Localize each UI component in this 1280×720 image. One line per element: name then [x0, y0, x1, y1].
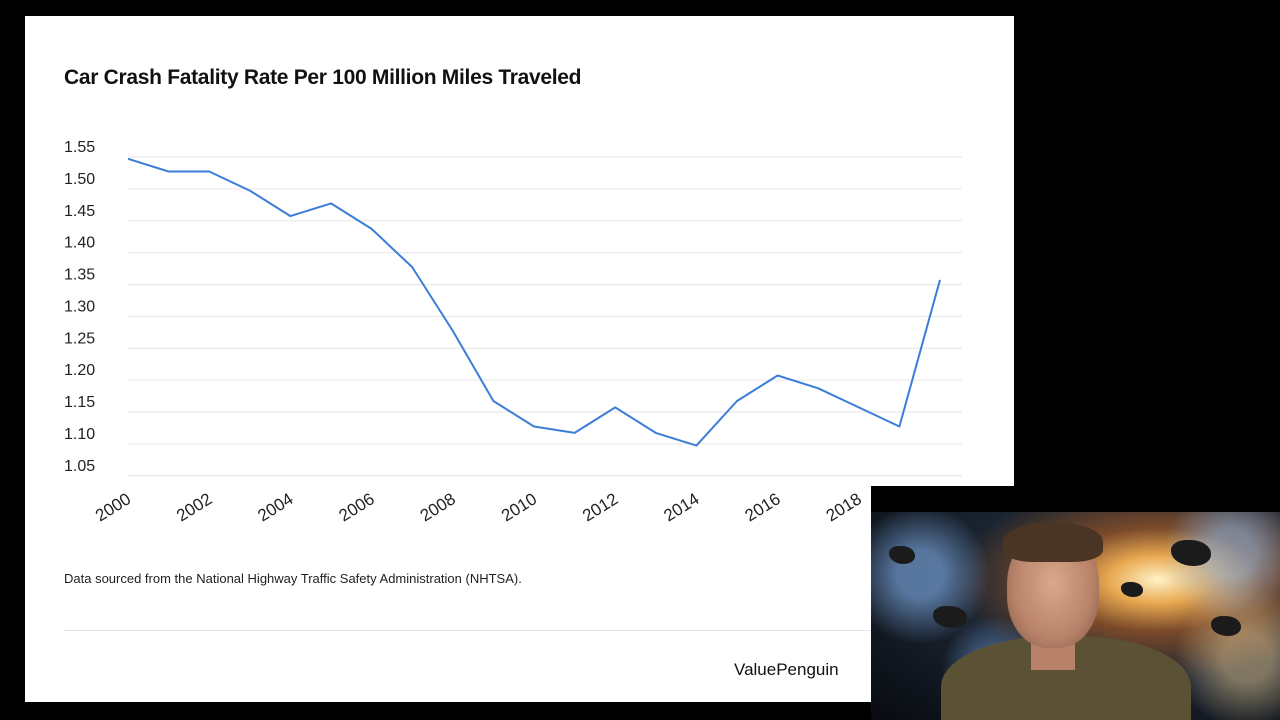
source-note: Data sourced from the National Highway T…: [64, 571, 522, 586]
y-axis-ticks: 1.05 1.10 1.15 1.20 1.25 1.30 1.35 1.40 1.45 1.50…: [64, 139, 95, 475]
x-tick-label: 2006: [336, 489, 378, 525]
y-tick-label: 1.55: [64, 139, 95, 156]
x-tick-label: 2014: [660, 489, 702, 525]
asteroid: [1211, 616, 1241, 636]
x-tick-label: 2004: [254, 489, 296, 525]
y-tick-label: 1.20: [64, 362, 95, 379]
brand-logo-text: ValuePenguin: [734, 660, 839, 679]
footer-divider: [64, 630, 964, 631]
asteroid: [889, 546, 915, 564]
y-tick-label: 1.10: [64, 426, 95, 443]
line-chart: 1.05 1.10 1.15 1.20 1.25 1.30 1.35 1.40 1.45 1.50…: [64, 139, 962, 525]
series-line: [127, 157, 941, 447]
series-group: [127, 157, 941, 447]
x-tick-label: 2010: [498, 489, 540, 525]
x-tick-label: 2012: [579, 489, 621, 525]
y-tick-label: 1.15: [64, 394, 95, 411]
asteroid: [1121, 582, 1143, 597]
y-tick-label: 1.30: [64, 298, 95, 315]
x-axis-ticks: 2000 2002 2004 2006 2008 2010 2012 2014 2016 2018: [92, 489, 865, 525]
asteroid: [933, 606, 967, 628]
chart-title: Car Crash Fatality Rate Per 100 Million …: [64, 66, 582, 89]
y-tick-label: 1.50: [64, 171, 95, 188]
person-hair: [1003, 522, 1103, 562]
x-tick-label: 2018: [823, 489, 865, 525]
y-tick-label: 1.25: [64, 330, 95, 347]
chart-slide: Car Crash Fatality Rate Per 100 Million …: [25, 16, 1014, 702]
y-tick-label: 1.40: [64, 235, 95, 252]
x-tick-label: 2002: [173, 489, 215, 525]
y-tick-label: 1.35: [64, 267, 95, 284]
grid-lines: [128, 156, 962, 477]
y-tick-label: 1.05: [64, 458, 95, 475]
asteroid: [1171, 540, 1211, 566]
webcam-frame-edge: [871, 486, 1280, 512]
webcam-overlay: [871, 486, 1280, 720]
x-tick-label: 2008: [417, 489, 459, 525]
y-tick-label: 1.45: [64, 203, 95, 220]
x-tick-label: 2016: [742, 489, 784, 525]
x-tick-label: 2000: [92, 489, 134, 525]
